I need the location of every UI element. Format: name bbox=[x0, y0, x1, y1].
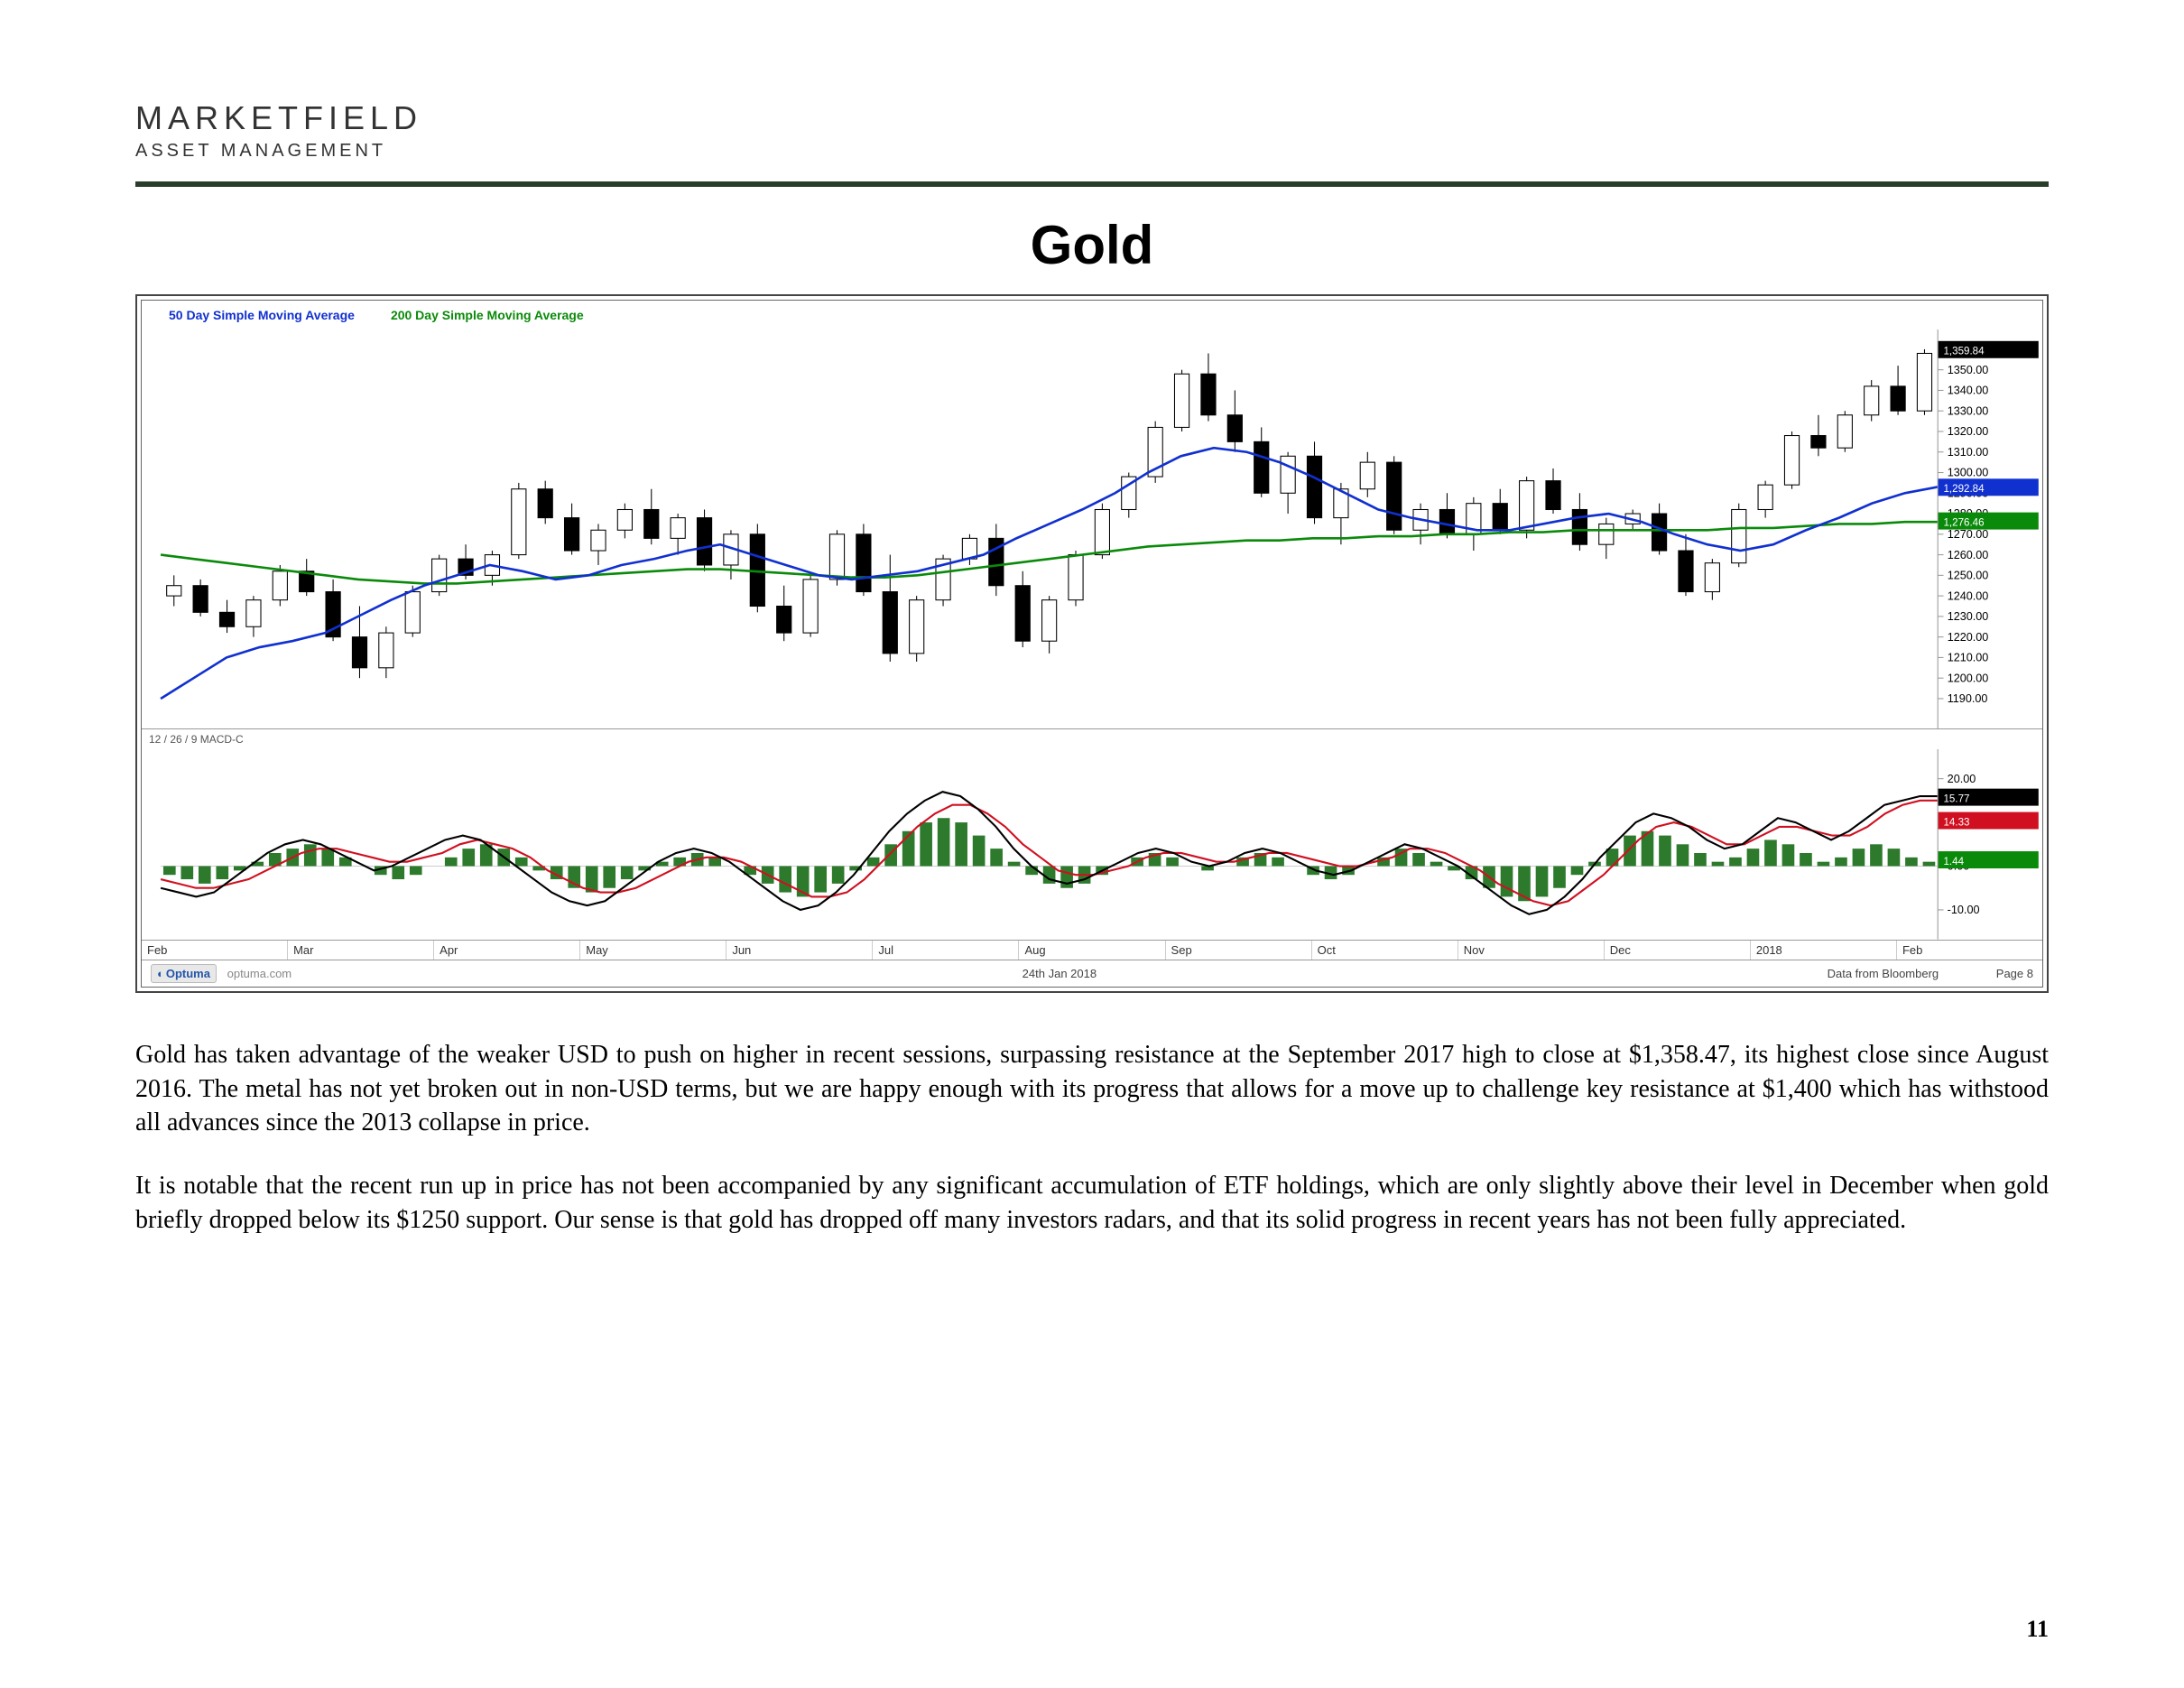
month-cell: Oct bbox=[1312, 941, 1458, 960]
month-cell: Feb bbox=[142, 941, 288, 960]
footer-date: 24th Jan 2018 bbox=[1023, 967, 1097, 980]
chart-container: 50 Day Simple Moving Average 200 Day Sim… bbox=[135, 294, 2049, 993]
header: MARKETFIELD ASSET MANAGEMENT bbox=[135, 99, 2049, 187]
month-cell: Sep bbox=[1166, 941, 1312, 960]
svg-text:1330.00: 1330.00 bbox=[1948, 404, 1989, 417]
page-title: Gold bbox=[135, 214, 2049, 276]
svg-text:1250.00: 1250.00 bbox=[1948, 570, 1989, 582]
header-divider bbox=[135, 181, 2049, 187]
svg-text:-10.00: -10.00 bbox=[1948, 904, 1980, 916]
legend-ma50: 50 Day Simple Moving Average bbox=[169, 308, 355, 322]
svg-text:1260.00: 1260.00 bbox=[1948, 549, 1989, 561]
svg-text:1,276.46: 1,276.46 bbox=[1943, 517, 1984, 528]
source-left: ◐Optuma optuma.com bbox=[151, 964, 292, 983]
month-cell: Aug bbox=[1019, 941, 1165, 960]
svg-text:1220.00: 1220.00 bbox=[1948, 631, 1989, 644]
month-cell: 2018 bbox=[1751, 941, 1897, 960]
paragraph-1: Gold has taken advantage of the weaker U… bbox=[135, 1038, 2049, 1140]
paragraph-2: It is notable that the recent run up in … bbox=[135, 1169, 2049, 1238]
footer-page: Page 8 bbox=[1996, 967, 2033, 980]
svg-text:20.00: 20.00 bbox=[1948, 773, 1976, 785]
optuma-badge: ◐Optuma bbox=[151, 964, 217, 983]
svg-text:1350.00: 1350.00 bbox=[1948, 364, 1989, 376]
source-site: optuma.com bbox=[227, 967, 292, 980]
brand-sub: ASSET MANAGEMENT bbox=[135, 141, 2049, 162]
page-number: 11 bbox=[2026, 1616, 2049, 1643]
month-cell: Apr bbox=[434, 941, 580, 960]
month-cell: Mar bbox=[288, 941, 434, 960]
month-cell: Jul bbox=[873, 941, 1019, 960]
svg-text:1,359.84: 1,359.84 bbox=[1943, 347, 1985, 357]
month-cell: Jun bbox=[726, 941, 873, 960]
svg-text:1270.00: 1270.00 bbox=[1948, 528, 1989, 541]
svg-text:1230.00: 1230.00 bbox=[1948, 610, 1989, 623]
svg-text:1210.00: 1210.00 bbox=[1948, 652, 1989, 664]
month-cell: May bbox=[580, 941, 726, 960]
body-text: Gold has taken advantage of the weaker U… bbox=[135, 1038, 2049, 1238]
svg-text:1320.00: 1320.00 bbox=[1948, 425, 1989, 438]
svg-text:1,292.84: 1,292.84 bbox=[1943, 484, 1985, 495]
chart-footer: ◐Optuma optuma.com 24th Jan 2018 Data fr… bbox=[142, 960, 2042, 987]
legend-ma200: 200 Day Simple Moving Average bbox=[391, 308, 584, 322]
macd-label-row: 12 / 26 / 9 MACD-C bbox=[142, 728, 2042, 749]
svg-text:1200.00: 1200.00 bbox=[1948, 672, 1989, 684]
svg-text:15.77: 15.77 bbox=[1943, 794, 1969, 805]
svg-text:1340.00: 1340.00 bbox=[1948, 385, 1989, 397]
price-chart: 1190.00 1200.00 1210.00 1220.00 1230.00 1240.… bbox=[142, 329, 2042, 728]
x-axis-months: FebMarAprMayJunJulAugSepOctNovDec2018Feb bbox=[142, 940, 2042, 960]
month-cell: Feb bbox=[1897, 941, 2042, 960]
macd-label: 12 / 26 / 9 MACD-C bbox=[149, 733, 244, 746]
svg-text:1310.00: 1310.00 bbox=[1948, 446, 1989, 459]
svg-text:14.33: 14.33 bbox=[1943, 818, 1969, 829]
brand-main: MARKETFIELD bbox=[135, 99, 2049, 137]
svg-text:1240.00: 1240.00 bbox=[1948, 589, 1989, 602]
chart-legend: 50 Day Simple Moving Average 200 Day Sim… bbox=[142, 301, 2042, 329]
svg-text:1300.00: 1300.00 bbox=[1948, 467, 1989, 479]
svg-text:1190.00: 1190.00 bbox=[1948, 692, 1988, 705]
month-cell: Dec bbox=[1605, 941, 1751, 960]
footer-right: Data from Bloomberg Page 8 bbox=[1828, 967, 2033, 980]
macd-chart: -10.000.0010.0020.0015.7714.331.44 bbox=[142, 749, 2042, 940]
chart-inner: 50 Day Simple Moving Average 200 Day Sim… bbox=[141, 300, 2043, 988]
footer-attribution: Data from Bloomberg bbox=[1828, 967, 1939, 980]
month-cell: Nov bbox=[1458, 941, 1605, 960]
svg-text:1.44: 1.44 bbox=[1943, 857, 1964, 867]
